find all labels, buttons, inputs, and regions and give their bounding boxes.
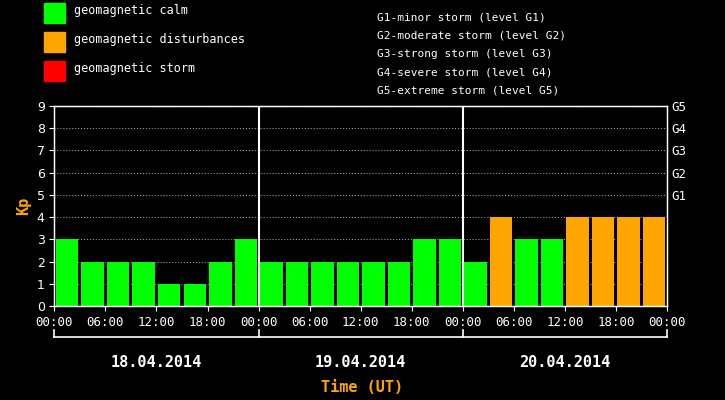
- Text: G2-moderate storm (level G2): G2-moderate storm (level G2): [377, 30, 566, 40]
- Bar: [81, 262, 104, 306]
- Text: Time (UT): Time (UT): [321, 380, 404, 396]
- Text: G1-minor storm (level G1): G1-minor storm (level G1): [377, 12, 546, 22]
- Text: geomagnetic calm: geomagnetic calm: [74, 4, 188, 17]
- Bar: [183, 284, 206, 306]
- Text: G4-severe storm (level G4): G4-severe storm (level G4): [377, 68, 552, 78]
- Bar: [44, 32, 65, 52]
- Bar: [107, 262, 130, 306]
- Bar: [490, 217, 513, 306]
- Bar: [235, 239, 257, 306]
- Text: geomagnetic storm: geomagnetic storm: [74, 62, 195, 75]
- Bar: [515, 239, 538, 306]
- Bar: [618, 217, 640, 306]
- Bar: [336, 262, 359, 306]
- Text: 19.04.2014: 19.04.2014: [315, 355, 406, 370]
- Bar: [643, 217, 666, 306]
- Bar: [286, 262, 308, 306]
- Text: G5-extreme storm (level G5): G5-extreme storm (level G5): [377, 86, 559, 96]
- Bar: [566, 217, 589, 306]
- Bar: [56, 239, 78, 306]
- Bar: [388, 262, 410, 306]
- Bar: [44, 3, 65, 22]
- Bar: [209, 262, 231, 306]
- Bar: [592, 217, 614, 306]
- Bar: [362, 262, 385, 306]
- Bar: [133, 262, 155, 306]
- Text: G3-strong storm (level G3): G3-strong storm (level G3): [377, 49, 552, 59]
- Text: 18.04.2014: 18.04.2014: [111, 355, 202, 370]
- Bar: [311, 262, 334, 306]
- Bar: [439, 239, 461, 306]
- Bar: [464, 262, 486, 306]
- Bar: [260, 262, 283, 306]
- Bar: [541, 239, 563, 306]
- Text: geomagnetic disturbances: geomagnetic disturbances: [74, 33, 245, 46]
- Bar: [44, 61, 65, 81]
- Y-axis label: Kp: Kp: [16, 197, 31, 215]
- Bar: [413, 239, 436, 306]
- Bar: [158, 284, 181, 306]
- Text: 20.04.2014: 20.04.2014: [519, 355, 610, 370]
